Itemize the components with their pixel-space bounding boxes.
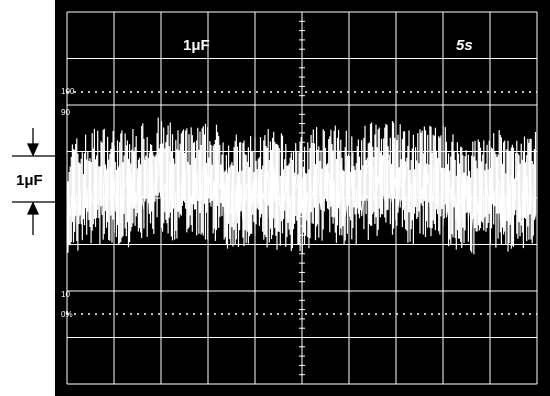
lower-marker-label-bottom: 0% bbox=[61, 310, 73, 319]
noise-trace bbox=[67, 117, 537, 255]
down-arrow-icon bbox=[26, 143, 40, 157]
trace-line bbox=[67, 152, 536, 230]
top-right-label: 5s bbox=[456, 37, 473, 54]
upper-marker-label-bottom: 90 bbox=[61, 108, 70, 117]
left-marker-label: 1μF bbox=[16, 172, 43, 189]
up-arrow-icon bbox=[26, 201, 40, 215]
amplitude-annotation bbox=[12, 128, 55, 235]
top-left-label: 1μF bbox=[183, 37, 210, 54]
lower-marker-label-top: 10 bbox=[61, 290, 70, 299]
upper-marker-label-top: 100 bbox=[61, 87, 75, 96]
